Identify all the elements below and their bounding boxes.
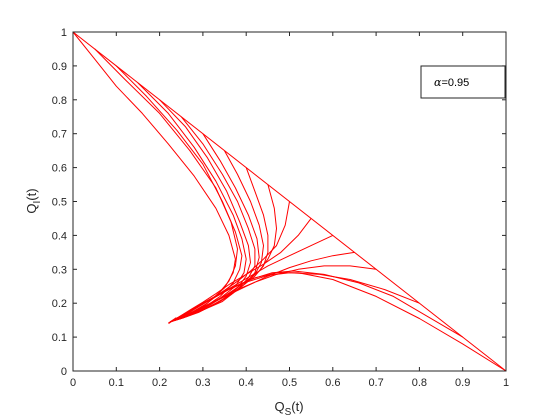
y-tick-label: 0.6: [52, 163, 67, 175]
svg-text:α=0.95: α=0.95: [434, 76, 469, 89]
y-tick-label: 0.3: [52, 264, 67, 276]
y-tick-label: 0.9: [52, 61, 67, 73]
y-tick-label: 0.8: [52, 95, 67, 107]
trajectory-line-16: [170, 272, 420, 323]
x-tick-label: 0.6: [325, 377, 340, 389]
axis-ticks: 0 0.1 0.2 0.3 0.4 0.5 0.6 0.7 0.8 0.9 1 0 0.1 0.2 0.3 0…: [52, 27, 509, 389]
x-tick-label: 0.3: [195, 377, 210, 389]
x-tick-label: 0.7: [368, 377, 383, 389]
x-tick-label: 0.8: [412, 377, 427, 389]
x-axis-label-sub: S: [285, 407, 292, 418]
trajectory-line-18: [170, 272, 507, 372]
y-tick-label: 0.1: [52, 332, 67, 344]
trajectory-line-9: [170, 167, 269, 323]
equilibrium-marker: [168, 317, 177, 324]
y-tick-label: 0: [61, 366, 67, 378]
legend: α=0.95: [420, 65, 506, 99]
x-tick-label: 0: [70, 377, 76, 389]
x-tick-label: 0.2: [152, 377, 167, 389]
trajectory-lines: [72, 31, 507, 372]
y-axis-label-tail: (t): [24, 188, 39, 200]
svg-text:QI(t): QI(t): [24, 188, 43, 213]
x-tick-label: 0.4: [239, 377, 254, 389]
y-tick-label: 0.2: [52, 298, 67, 310]
y-axis-label-sub: I: [32, 201, 43, 204]
y-tick-label: 0.7: [52, 129, 67, 141]
x-axis-label: QS(t): [274, 399, 303, 418]
x-tick-label: 1: [503, 377, 509, 389]
x-tick-label: 0.5: [282, 377, 297, 389]
x-tick-label: 0.9: [455, 377, 470, 389]
x-tick-label: 0.1: [109, 377, 124, 389]
y-tick-label: 1: [61, 27, 67, 39]
y-axis-label-main: Q: [24, 203, 39, 213]
legend-box: [420, 65, 506, 99]
x-axis-label-main: Q: [274, 399, 284, 414]
y-tick-label: 0.5: [52, 197, 67, 209]
svg-text:QS(t): QS(t): [274, 399, 303, 418]
y-tick-label: 0.4: [52, 230, 67, 242]
legend-alpha-value: =0.95: [441, 77, 469, 89]
x-axis-label-tail: (t): [291, 399, 303, 414]
legend-alpha-symbol: α: [434, 76, 442, 89]
trajectory-line-15: [170, 265, 377, 323]
y-axis-label: QI(t): [24, 188, 43, 213]
